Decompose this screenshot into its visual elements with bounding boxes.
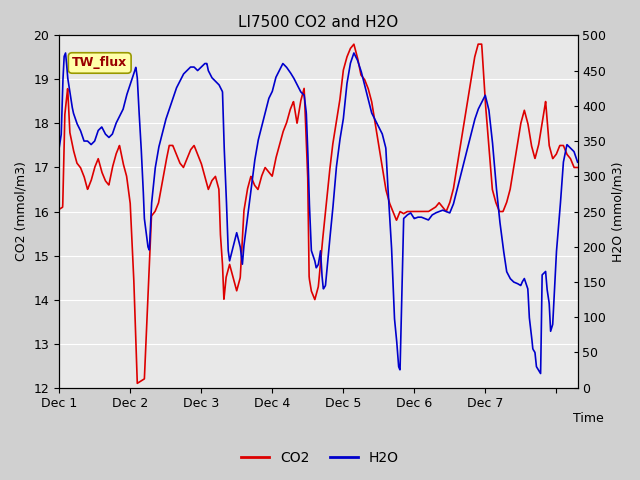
Text: TW_flux: TW_flux [72,57,127,70]
Legend: CO2, H2O: CO2, H2O [236,445,404,471]
Title: LI7500 CO2 and H2O: LI7500 CO2 and H2O [238,15,399,30]
Y-axis label: H2O (mmol/m3): H2O (mmol/m3) [612,161,625,262]
Y-axis label: CO2 (mmol/m3): CO2 (mmol/m3) [15,162,28,262]
X-axis label: Time: Time [573,412,604,425]
